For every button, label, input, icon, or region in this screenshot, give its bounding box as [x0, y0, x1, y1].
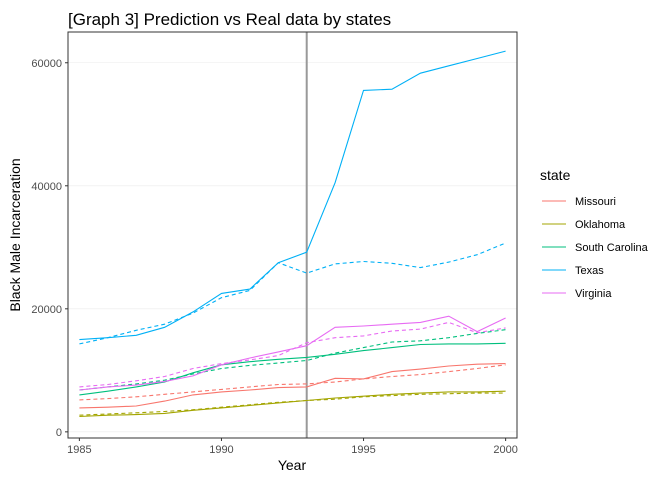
legend: state Missouri Oklahoma South Carolina Texa… — [540, 167, 649, 300]
legend-label: Oklahoma — [575, 219, 626, 231]
predicted-line — [79, 242, 506, 345]
y-tick-label: 20000 — [31, 304, 62, 316]
actual-line — [79, 390, 506, 418]
predicted-line — [79, 329, 506, 391]
y-axis-ticks: 0 20000 40000 60000 — [31, 58, 68, 439]
chart-title: [Graph 3] Prediction vs Real data by sta… — [68, 10, 391, 29]
predicted-line — [79, 321, 506, 388]
y-tick-label: 0 — [56, 427, 62, 439]
y-axis-title: Black Male Incarceration — [7, 158, 23, 311]
x-axis-title: Year — [278, 457, 307, 473]
y-tick-label: 60000 — [31, 58, 62, 70]
legend-title: state — [540, 167, 571, 183]
legend-label: Texas — [575, 265, 604, 277]
plot-panel-border — [67, 31, 518, 439]
y-tick-label: 40000 — [31, 181, 62, 193]
x-tick-label: 2000 — [493, 444, 517, 456]
x-axis-ticks: 1985 1990 1995 2000 — [67, 438, 518, 456]
x-tick-label: 1985 — [67, 444, 91, 456]
x-tick-label: 1990 — [209, 444, 233, 456]
actual-line — [79, 342, 506, 396]
x-tick-label: 1995 — [351, 444, 375, 456]
actual-line — [79, 50, 506, 341]
actual-line — [79, 315, 506, 391]
legend-label: Missouri — [575, 196, 616, 208]
series-layer — [79, 50, 506, 418]
gridlines — [68, 62, 517, 433]
actual-line — [79, 363, 506, 409]
legend-label: Virginia — [575, 288, 612, 300]
predicted-line — [79, 364, 506, 401]
legend-label: South Carolina — [575, 242, 649, 254]
